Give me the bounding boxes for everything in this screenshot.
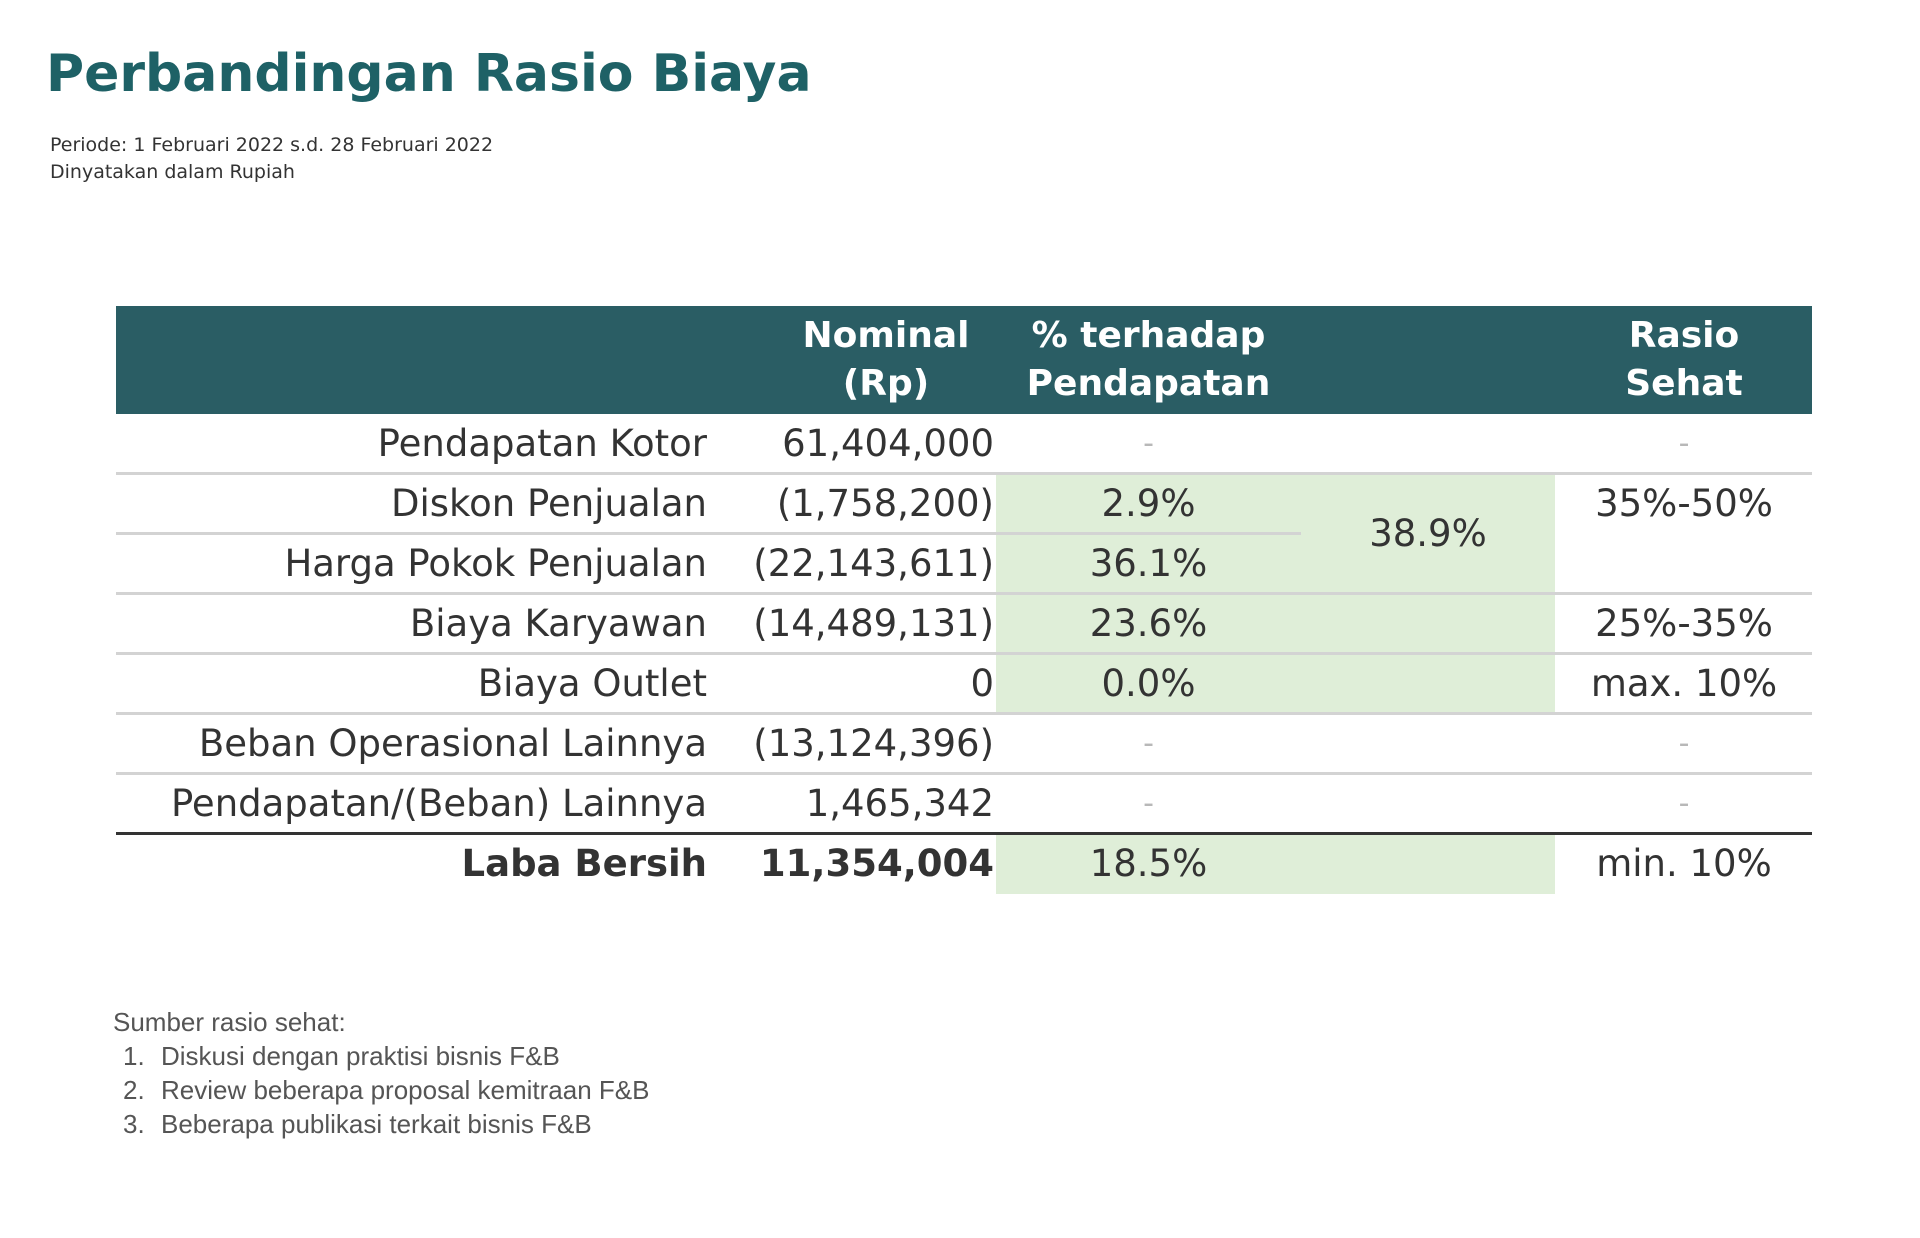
- row-healthy: -: [1678, 726, 1690, 761]
- notes-list: 1. Diskusi dengan praktisi bisnis F&B 2. R…: [123, 1039, 649, 1141]
- row-divider: [116, 592, 1812, 595]
- total-row: Laba Bersih 11,354,004 18.5% min. 10%: [116, 834, 1812, 894]
- ratio-table: Nominal (Rp) % terhadap Pendapatan Rasio…: [116, 306, 1812, 902]
- row-healthy: -: [1678, 786, 1690, 821]
- row-nominal: (13,124,396): [753, 722, 994, 765]
- combined-percent: 38.9%: [1369, 512, 1487, 555]
- header-nominal-line1: Nominal: [802, 315, 970, 356]
- currency-note: Dinyatakan dalam Rupiah: [50, 161, 295, 183]
- page-title: Perbandingan Rasio Biaya: [46, 44, 812, 104]
- row-nominal: (1,758,200): [776, 482, 994, 525]
- note-text: Diskusi dengan praktisi bisnis F&B: [161, 1041, 560, 1071]
- list-item: 3. Beberapa publikasi terkait bisnis F&B: [123, 1109, 592, 1139]
- header-healthy: Rasio Sehat: [1556, 306, 1812, 414]
- total-divider: [116, 832, 1812, 835]
- row-healthy: 35%-50%: [1595, 482, 1773, 525]
- row-nominal: 0: [970, 662, 994, 705]
- row-label: Laba Bersih: [461, 842, 707, 885]
- period-text: Periode: 1 Februari 2022 s.d. 28 Februar…: [50, 134, 494, 156]
- header-nominal: Nominal (Rp): [766, 306, 1006, 414]
- table-row: Diskon Penjualan (1,758,200) 2.9% 35%-50…: [116, 474, 1812, 534]
- row-healthy: min. 10%: [1596, 842, 1772, 885]
- row-divider: [116, 712, 1812, 715]
- row-healthy: 25%-35%: [1595, 602, 1773, 645]
- row-label: Biaya Karyawan: [409, 602, 707, 645]
- row-percent: 23.6%: [1089, 602, 1208, 645]
- row-percent: 0.0%: [1101, 662, 1196, 705]
- table-row: Biaya Karyawan (14,489,131) 23.6% 25%-35…: [116, 594, 1812, 654]
- note-text: Beberapa publikasi terkait bisnis F&B: [161, 1109, 592, 1139]
- row-healthy: -: [1678, 426, 1690, 461]
- row-percent: 36.1%: [1089, 542, 1208, 585]
- row-nominal: 11,354,004: [759, 842, 994, 885]
- list-item: 2. Review beberapa proposal kemitraan F&B: [123, 1075, 650, 1105]
- table-row: Biaya Outlet 0 0.0% max. 10%: [116, 654, 1812, 714]
- highlight-net-profit: [996, 834, 1555, 894]
- row-percent: -: [1143, 786, 1154, 821]
- row-divider: [116, 472, 1812, 475]
- list-item: 1. Diskusi dengan praktisi bisnis F&B: [123, 1041, 560, 1071]
- row-divider: [116, 532, 1301, 535]
- row-percent: 2.9%: [1101, 482, 1196, 525]
- header-nominal-line2: (Rp): [842, 363, 930, 404]
- table-header: [116, 306, 1812, 414]
- row-label: Harga Pokok Penjualan: [284, 542, 707, 585]
- row-nominal: 1,465,342: [805, 782, 994, 825]
- source-notes: Sumber rasio sehat: 1. Diskusi dengan pra…: [113, 1005, 649, 1141]
- table-row: Pendapatan Kotor 61,404,000 - -: [116, 414, 1812, 474]
- row-percent: -: [1143, 426, 1154, 461]
- notes-title: Sumber rasio sehat:: [113, 1007, 346, 1037]
- header-healthy-line2: Sehat: [1625, 363, 1743, 404]
- table-row: Harga Pokok Penjualan (22,143,611) 36.1%: [116, 534, 1812, 594]
- row-divider: [116, 652, 1812, 655]
- row-nominal: 61,404,000: [782, 422, 994, 465]
- row-healthy: max. 10%: [1590, 662, 1778, 705]
- header-percent: % terhadap Pendapatan: [996, 306, 1301, 414]
- row-nominal: (22,143,611): [753, 542, 994, 585]
- header-healthy-line1: Rasio: [1628, 315, 1740, 356]
- table-row: Pendapatan/(Beban) Lainnya 1,465,342 - -: [116, 774, 1812, 834]
- row-percent: -: [1143, 726, 1154, 761]
- header-percent-line2: Pendapatan: [1026, 363, 1271, 404]
- row-label: Diskon Penjualan: [390, 482, 707, 525]
- row-percent: 18.5%: [1089, 842, 1208, 885]
- row-label: Pendapatan Kotor: [377, 422, 707, 465]
- row-label: Beban Operasional Lainnya: [198, 722, 707, 765]
- header-percent-line1: % terhadap: [1031, 315, 1266, 356]
- table-row: Beban Operasional Lainnya (13,124,396) -…: [116, 714, 1812, 774]
- row-nominal: (14,489,131): [753, 602, 994, 645]
- row-label: Pendapatan/(Beban) Lainnya: [170, 782, 707, 825]
- row-label: Biaya Outlet: [477, 662, 707, 705]
- note-text: Review beberapa proposal kemitraan F&B: [161, 1075, 650, 1105]
- row-divider: [116, 772, 1812, 775]
